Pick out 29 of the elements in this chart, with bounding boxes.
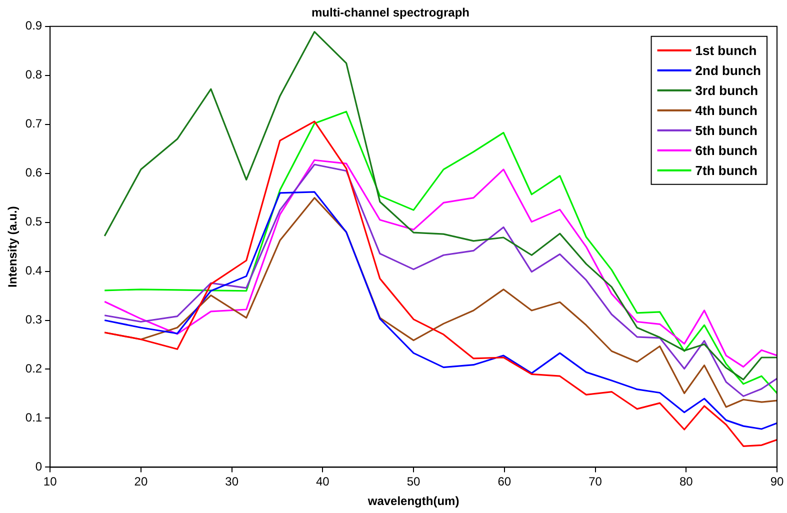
y-tick-label: 0.4 xyxy=(25,264,42,278)
x-tick-label: 20 xyxy=(134,474,148,489)
y-tick-label: 0.8 xyxy=(25,68,42,82)
x-tick-label: 40 xyxy=(316,474,330,489)
x-tick-label: 50 xyxy=(406,474,421,489)
legend-label: 7th bunch xyxy=(695,162,758,178)
y-tick-label: 0.9 xyxy=(25,18,42,33)
x-tick-label: 60 xyxy=(498,474,512,489)
y-axis-title: Intensity (a.u.) xyxy=(6,206,20,288)
legend-label: 3rd bunch xyxy=(695,82,758,98)
y-tick-label: 0.1 xyxy=(25,410,42,425)
x-tick-label: 70 xyxy=(588,474,602,489)
y-tick-label: 0.5 xyxy=(25,214,42,229)
legend-label: 5th bunch xyxy=(695,122,758,138)
legend-label: 1st bunch xyxy=(695,42,757,58)
x-axis-title: wavelength(um) xyxy=(366,494,460,508)
y-tick-label: 0.3 xyxy=(25,312,42,327)
legend-label: 6th bunch xyxy=(695,142,758,158)
x-tick-label: 30 xyxy=(225,474,239,489)
legend-label: 4th bunch xyxy=(695,102,758,118)
x-tick-label: 10 xyxy=(43,474,58,489)
legend-label: 2nd bunch xyxy=(695,62,762,78)
y-tick-label: 0.6 xyxy=(25,166,42,180)
x-tick-label: 80 xyxy=(679,474,694,489)
x-tick-label: 90 xyxy=(770,474,784,489)
chart-title: multi-channel spectrograph xyxy=(311,6,470,20)
y-tick-label: 0 xyxy=(35,460,42,474)
y-tick-label: 0.7 xyxy=(25,116,42,131)
y-tick-label: 0.2 xyxy=(25,362,42,376)
